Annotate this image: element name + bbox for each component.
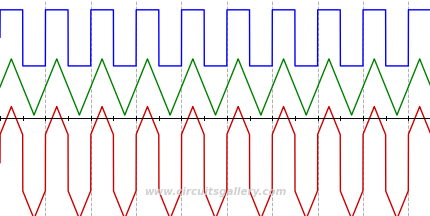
Text: www.circuitsgallery.com: www.circuitsgallery.com <box>144 187 286 197</box>
